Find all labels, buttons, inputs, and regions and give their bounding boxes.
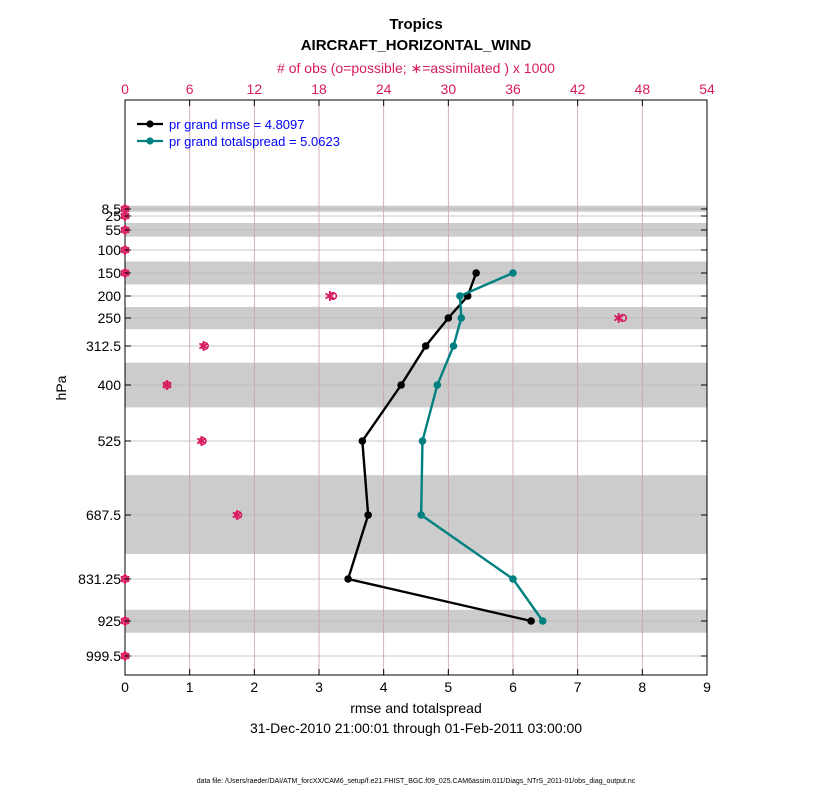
top-tick-label-5: 30 — [441, 81, 457, 97]
series-0-point-4 — [397, 381, 405, 389]
top-tick-label-8: 48 — [635, 81, 651, 97]
series-1-point-6 — [417, 511, 425, 519]
top-tick-label-7: 42 — [570, 81, 586, 97]
obs-assimilated-5 — [325, 291, 335, 301]
top-tick-label-0: 0 — [121, 81, 129, 97]
series-1-point-1 — [456, 292, 464, 300]
legend-marker-rmse — [146, 120, 154, 128]
obs-assimilated-8 — [162, 380, 172, 390]
top-tick-label-4: 24 — [376, 81, 392, 97]
top-axis-label: # of obs (o=possible; ∗=assimilated ) x … — [277, 60, 555, 76]
legend-label-rmse: pr grand rmse = 4.8097 — [169, 117, 305, 132]
bottom-tick-label-1: 1 — [186, 679, 194, 695]
series-1-point-4 — [433, 381, 442, 389]
obs-assimilated-9-stroke-2 — [196, 437, 207, 445]
top-tick-label-3: 18 — [311, 81, 327, 97]
bottom-tick-label-8: 8 — [638, 679, 646, 695]
bottom-tick-label-5: 5 — [444, 679, 452, 695]
y-axis-label: hPa — [53, 375, 69, 400]
bottom-tick-label-4: 4 — [380, 679, 388, 695]
series-1-point-8 — [538, 617, 547, 625]
bottom-tick-label-9: 9 — [703, 679, 711, 695]
legend-marker-spread — [146, 137, 154, 145]
obs-possible-9 — [198, 436, 207, 446]
series-layer — [344, 269, 547, 625]
obs-assimilated-9 — [196, 436, 207, 446]
shaded-band-5 — [125, 475, 707, 554]
left-tick-label-6: 250 — [98, 310, 122, 326]
left-tick-label-2: 55 — [105, 222, 121, 238]
shaded-bands — [125, 205, 707, 633]
axis-ticks: 0 1 2 3 4 5 6 7 8 90 6 12 18 24 30 36 42 48 548.5255510015… — [78, 81, 715, 695]
series-1-point-0 — [509, 269, 517, 277]
top-tick-label-6: 36 — [505, 81, 521, 97]
obs-assimilated-8-stroke-2 — [162, 381, 172, 389]
legend: pr grand rmse = 4.8097 pr grand totalspr… — [137, 117, 340, 149]
left-tick-label-8: 400 — [98, 377, 122, 393]
obs-assimilated-10 — [232, 510, 242, 520]
series-1-point-2 — [457, 314, 466, 322]
series-0-point-3 — [421, 342, 430, 350]
series-1-point-7 — [509, 575, 517, 583]
top-tick-label-2: 12 — [247, 81, 263, 97]
obs-possible-7 — [200, 341, 209, 351]
x-axis-label: rmse and totalspread — [350, 700, 482, 716]
obs-assimilated-10-stroke-2 — [232, 511, 242, 519]
left-tick-label-7: 312.5 — [86, 338, 121, 354]
bottom-tick-label-0: 0 — [121, 679, 129, 695]
left-tick-label-3: 100 — [98, 242, 122, 258]
series-0-point-8 — [527, 617, 535, 625]
chart-title: Tropics — [389, 16, 442, 33]
obs-assimilated-7 — [198, 341, 209, 351]
left-tick-label-9: 525 — [98, 433, 122, 449]
bottom-tick-label-7: 7 — [574, 679, 582, 695]
series-1-point-5 — [418, 437, 427, 445]
obs-assimilated-6-stroke-2 — [613, 314, 624, 322]
left-tick-label-13: 999.5 — [86, 648, 121, 664]
bottom-tick-label-3: 3 — [315, 679, 323, 695]
obs-possible-10 — [234, 510, 243, 520]
obs-assimilated-5-stroke-2 — [325, 292, 335, 300]
plot-frame — [124, 99, 708, 676]
obs-assimilated-7-stroke-2 — [198, 342, 209, 350]
series-0-point-6 — [364, 511, 372, 519]
series-0-point-5 — [358, 437, 367, 445]
left-tick-label-10: 687.5 — [86, 507, 121, 523]
bottom-tick-label-2: 2 — [250, 679, 258, 695]
obs-assimilated-6 — [613, 313, 624, 323]
gridlines — [124, 100, 708, 675]
series-0-point-2 — [444, 314, 453, 322]
bottom-tick-label-6: 6 — [509, 679, 517, 695]
chart-subtitle: AIRCRAFT_HORIZONTAL_WIND — [301, 37, 532, 54]
left-tick-label-11: 831.25 — [78, 571, 121, 587]
date-range: 31-Dec-2010 21:00:01 through 01-Feb-2011… — [250, 720, 582, 736]
left-tick-label-0: 8.5 — [102, 201, 122, 217]
top-tick-label-1: 6 — [186, 81, 194, 97]
top-tick-label-9: 54 — [699, 81, 715, 97]
left-tick-label-4: 150 — [98, 265, 122, 281]
series-0-point-0 — [472, 269, 480, 277]
left-tick-label-12: 925 — [98, 613, 122, 629]
left-tick-label-5: 200 — [98, 288, 122, 304]
legend-label-spread: pr grand totalspread = 5.0623 — [169, 134, 340, 149]
data-file-footnote: data file: /Users/raeder/DAI/ATM_forcXX/… — [197, 778, 636, 785]
left-tick-label-1: 25 — [105, 208, 121, 224]
series-1-point-3 — [449, 342, 458, 350]
series-0-point-7 — [344, 575, 352, 583]
